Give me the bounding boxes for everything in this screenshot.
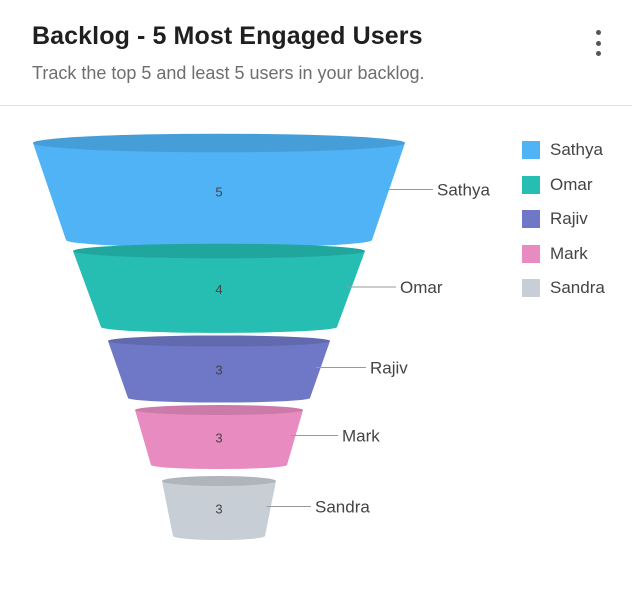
legend-label: Omar [550,174,593,194]
funnel-value-label: 3 [215,502,222,517]
funnel-segment-body [108,341,330,403]
funnel-segment-top [135,405,303,415]
kebab-dot [595,30,601,35]
kebab-dot [595,51,601,56]
more-vertical-icon[interactable] [588,30,608,56]
funnel-segment-body [162,481,276,540]
funnel-segment-omar[interactable]: 4 Omar [73,243,443,333]
funnel-value-label: 4 [215,282,222,297]
legend-item-mark[interactable]: Mark [522,237,632,272]
kebab-dot [595,40,601,46]
funnel-value-label: 3 [215,363,222,378]
funnel-category-label: Sathya [437,181,490,200]
funnel-category-label: Rajiv [370,359,408,378]
funnel-segment-body [135,410,303,469]
legend-label: Sathya [550,140,603,160]
chart-legend: Sathya Omar Rajiv Mark Sandra [522,133,632,306]
funnel-segment-top [73,243,365,259]
funnel-value-label: 3 [215,431,222,446]
funnel-segment-body [33,143,405,248]
funnel-value-label: 5 [215,185,222,200]
funnel-segment-top [33,133,405,153]
funnel-category-label: Omar [400,278,443,297]
legend-label: Sandra [550,278,605,298]
funnel-segment-mark[interactable]: 3 Mark [135,405,380,469]
legend-item-omar[interactable]: Omar [522,168,632,203]
funnel-category-label: Mark [342,427,380,446]
legend-swatch [522,210,540,229]
funnel-segment-sathya[interactable]: 5 Sathya [33,133,490,248]
funnel-category-label: Sandra [315,498,370,517]
funnel-segment-rajiv[interactable]: 3 Rajiv [108,335,408,403]
legend-label: Mark [550,243,588,263]
funnel-segment-sandra[interactable]: 3 Sandra [162,476,370,540]
legend-swatch [522,244,540,263]
card-subtitle: Track the top 5 and least 5 users in you… [32,63,425,83]
legend-label: Rajiv [550,209,588,229]
legend-swatch [522,279,540,298]
legend-swatch [522,175,540,194]
card-header: Backlog - 5 Most Engaged Users Track the… [0,0,632,106]
legend-item-sathya[interactable]: Sathya [522,133,632,168]
funnel-segment-top [162,476,276,486]
card-title: Backlog - 5 Most Engaged Users [32,22,423,50]
legend-item-rajiv[interactable]: Rajiv [522,202,632,237]
funnel-segment-top [108,335,330,347]
funnel-segment-body [73,251,365,333]
legend-swatch [522,141,540,160]
legend-item-sandra[interactable]: Sandra [522,271,632,306]
